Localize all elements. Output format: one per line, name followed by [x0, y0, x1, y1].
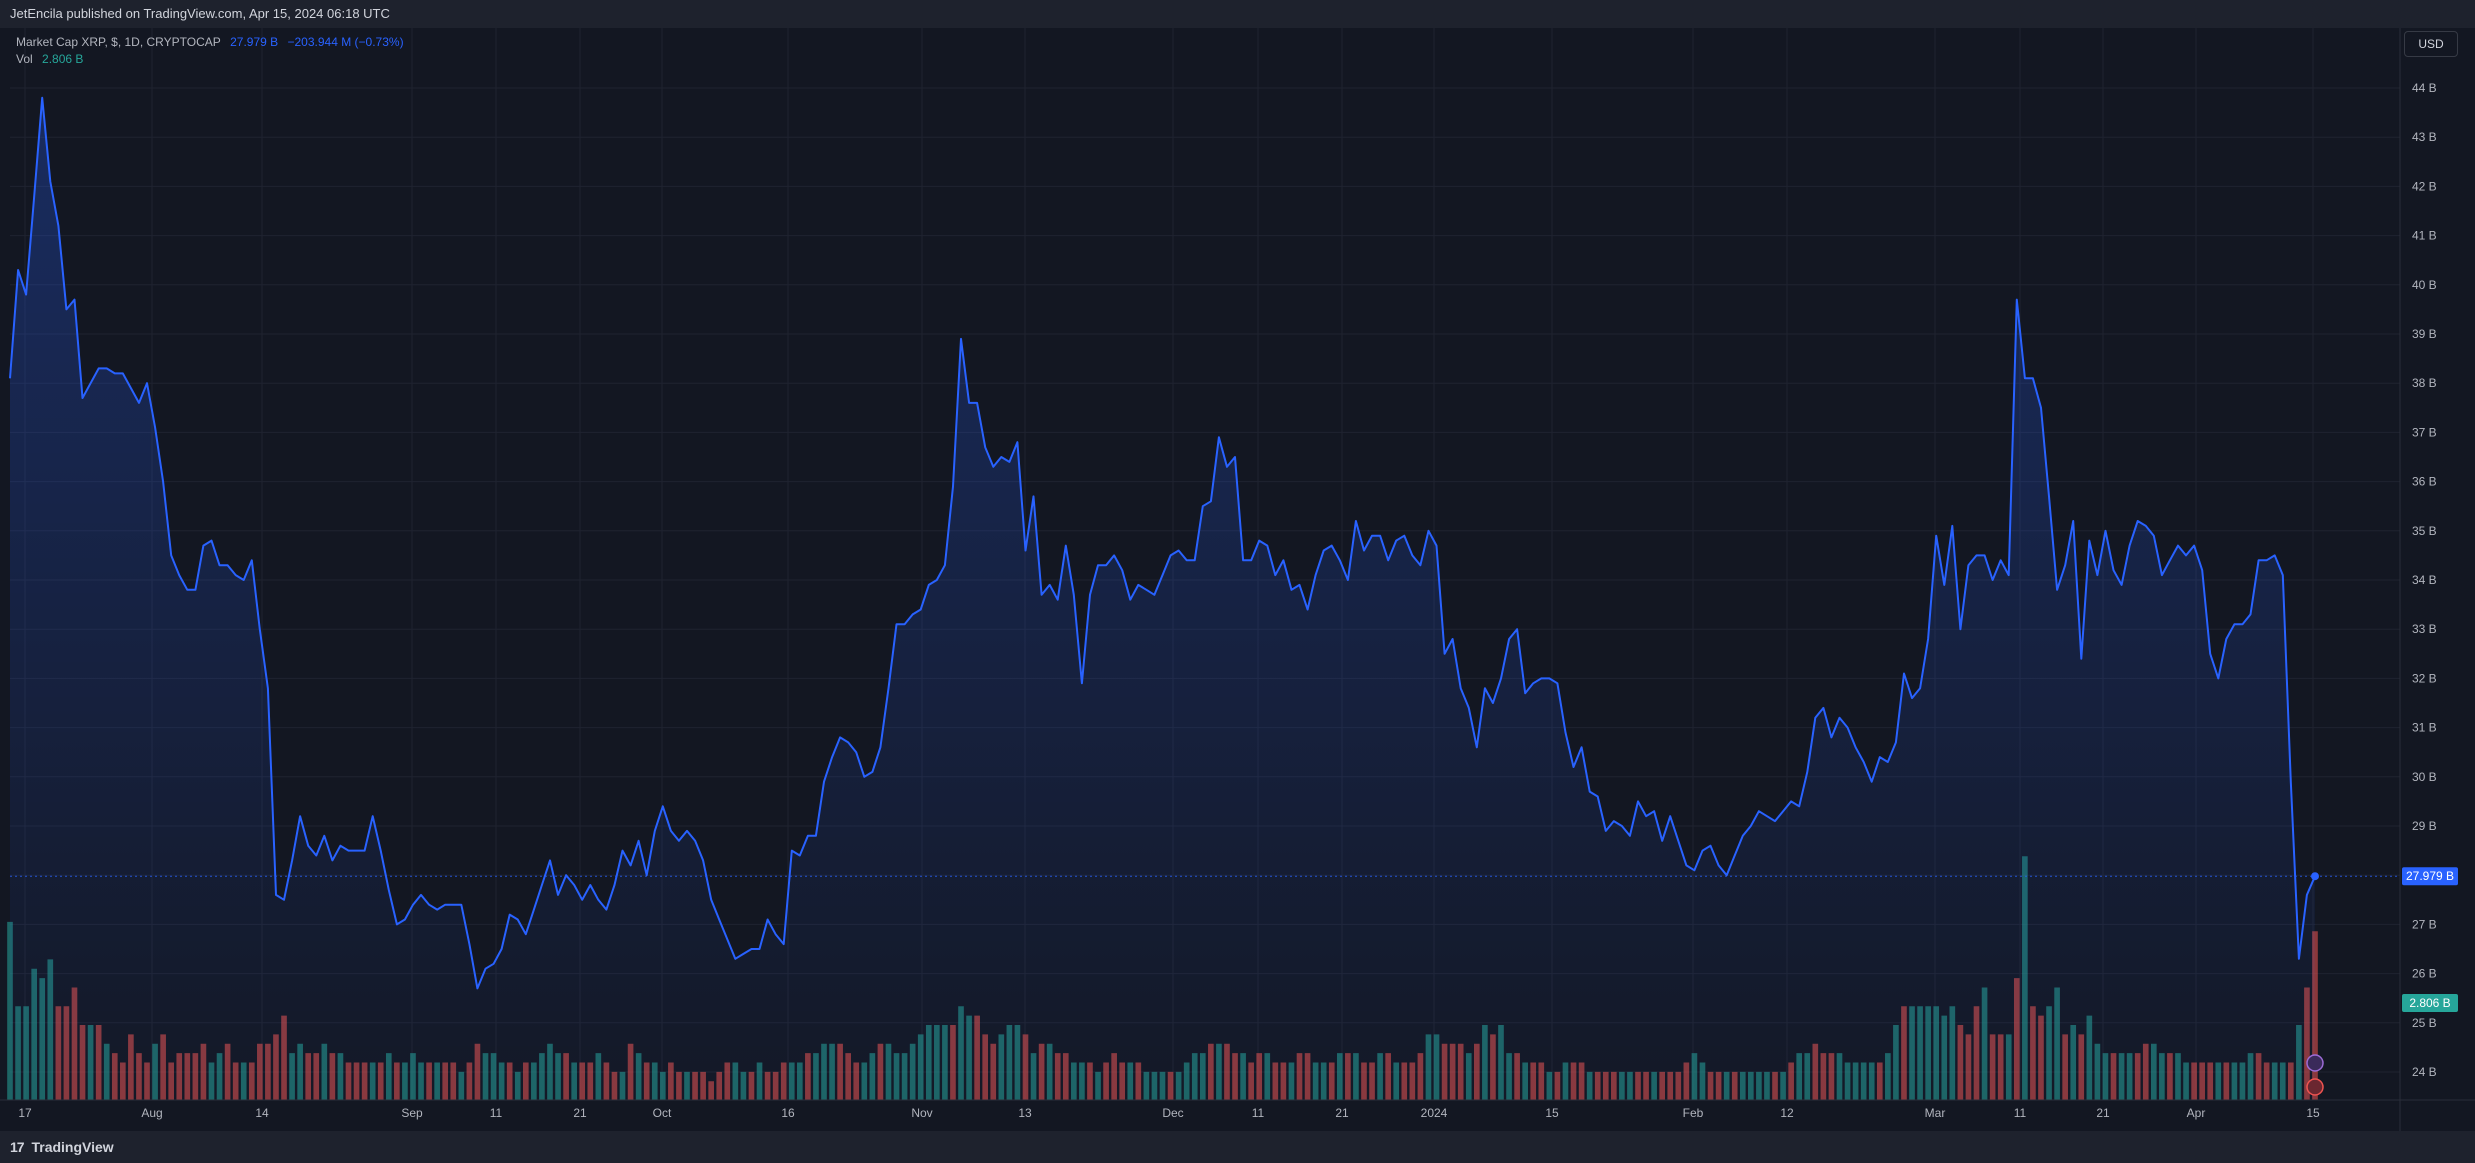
price-area — [10, 97, 2315, 1101]
x-tick-label: 15 — [1545, 1106, 1559, 1120]
y-tick-label: 32 B — [2412, 671, 2437, 685]
y-tick-label: 40 B — [2412, 278, 2437, 292]
x-tick-label: Apr — [2187, 1106, 2206, 1120]
vol-badge — [2402, 994, 2458, 1012]
x-tick-label: Dec — [1162, 1106, 1183, 1120]
x-tick-label: Aug — [141, 1106, 162, 1120]
x-tick-label: 11 — [2014, 1106, 2027, 1120]
x-tick-label: Feb — [1683, 1106, 1704, 1120]
y-tick-label: 25 B — [2412, 1016, 2437, 1030]
lightning-event-icon[interactable] — [2306, 1054, 2324, 1072]
chart-legend: Market Cap XRP, $, 1D, CRYPTOCAP 27.979 … — [16, 34, 410, 68]
y-tick-label: 24 B — [2412, 1065, 2437, 1079]
tradingview-brand: TradingView — [31, 1139, 114, 1155]
vol-badge-label: 2.806 B — [2409, 996, 2450, 1010]
y-tick-label: 38 B — [2412, 376, 2437, 390]
footer-bar: 17 TradingView — [0, 1131, 2475, 1163]
x-tick-label: Oct — [653, 1106, 672, 1120]
y-tick-label: 41 B — [2412, 229, 2437, 243]
price-chart[interactable]: 44 B 43 B 42 B 41 B 40 B 39 B 38 B 37 B 36 B 35 B… — [0, 0, 2475, 1131]
last-price-label: 27.979 B — [2406, 869, 2454, 883]
y-tick-label: 37 B — [2412, 425, 2437, 439]
x-tick-label: 12 — [1780, 1106, 1794, 1120]
x-tick-label: Nov — [911, 1106, 932, 1120]
published-header: JetEncila published on TradingView.com, … — [0, 0, 2475, 28]
y-tick-label: 31 B — [2412, 721, 2437, 735]
y-tick-label: 44 B — [2412, 81, 2437, 95]
vol-value: 2.806 B — [42, 52, 84, 66]
tradingview-mark-icon: 17 — [10, 1139, 25, 1155]
y-tick-label: 34 B — [2412, 573, 2437, 587]
x-tick-label: 14 — [255, 1106, 269, 1120]
currency-selector[interactable]: USD — [2404, 31, 2458, 57]
price-line[interactable] — [9, 96, 2316, 990]
published-text: JetEncila published on TradingView.com, … — [10, 6, 390, 21]
last-price-dot — [2311, 872, 2319, 881]
y-tick-label: 29 B — [2412, 819, 2437, 833]
y-tick-label: 33 B — [2412, 622, 2437, 636]
x-tick-label: Sep — [401, 1106, 423, 1120]
symbol-label: Market Cap XRP, $, 1D, CRYPTOCAP — [16, 35, 221, 49]
y-tick-label: 43 B — [2412, 130, 2437, 144]
x-tick-label: 11 — [490, 1106, 503, 1120]
x-tick-label: 15 — [2306, 1106, 2320, 1120]
flag-event-icon[interactable] — [2306, 1078, 2324, 1096]
y-tick-label: 36 B — [2412, 475, 2437, 489]
last-price-badge — [2402, 867, 2458, 886]
x-tick-label: 16 — [781, 1106, 795, 1120]
x-tick-label: 21 — [573, 1106, 587, 1120]
x-tick-label: 2024 — [1421, 1106, 1448, 1120]
x-tick-label: 21 — [2096, 1106, 2110, 1120]
y-tick-label: 26 B — [2412, 967, 2437, 981]
y-tick-label: 42 B — [2412, 179, 2437, 193]
x-tick-label: 17 — [18, 1106, 32, 1120]
x-tick-label: 11 — [1252, 1106, 1265, 1120]
x-tick-label: 13 — [1018, 1106, 1032, 1120]
vol-label: Vol — [16, 52, 33, 66]
y-tick-label: 35 B — [2412, 524, 2437, 538]
y-tick-label: 30 B — [2412, 770, 2437, 784]
y-tick-label: 39 B — [2412, 327, 2437, 341]
y-tick-label: 27 B — [2412, 917, 2437, 931]
tradingview-logo[interactable]: 17 TradingView — [10, 1139, 114, 1155]
x-tick-label: Mar — [1925, 1106, 1946, 1120]
last-value: 27.979 B — [230, 35, 279, 49]
change-value: −203.944 M (−0.73%) — [287, 35, 404, 49]
x-tick-label: 21 — [1335, 1106, 1349, 1120]
